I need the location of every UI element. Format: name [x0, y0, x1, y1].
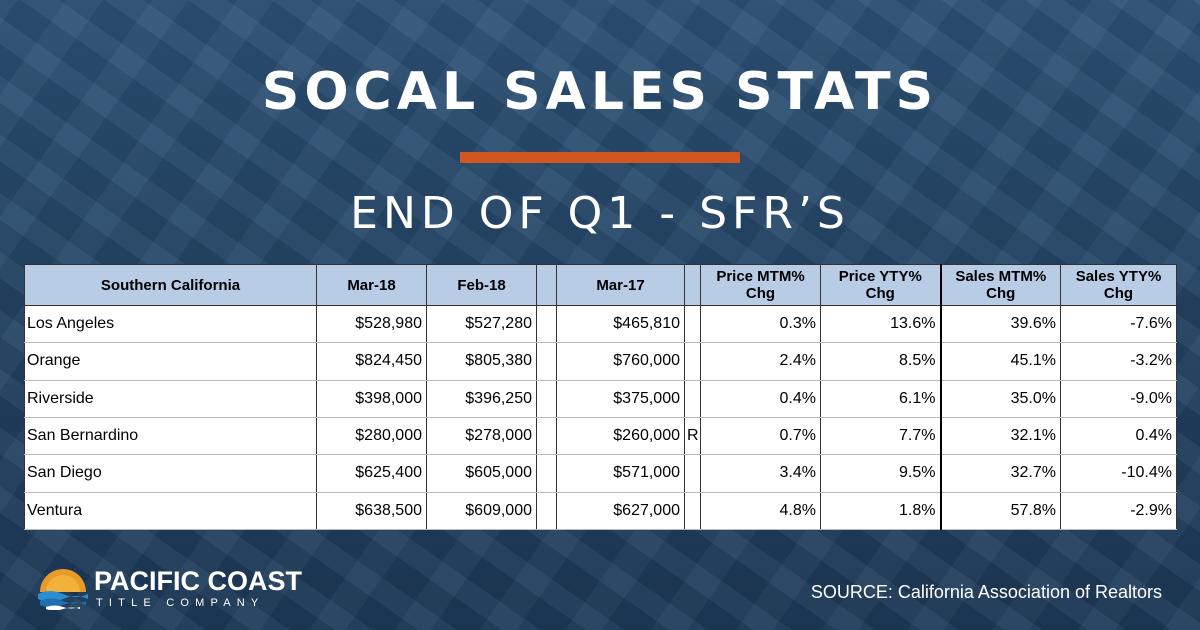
table-row: San Bernardino $280,000 $278,000 $260,00…	[24, 417, 1177, 456]
cell-sales-mtm: 32.1%	[940, 417, 1061, 456]
page-title: SOCAL SALES STATS	[261, 62, 939, 122]
cell-mar17: $627,000	[556, 492, 685, 531]
cell-feb18: $609,000	[426, 492, 537, 531]
cell-region: Orange	[24, 342, 317, 381]
cell-spacer	[536, 305, 557, 344]
cell-feb18: $396,250	[426, 380, 537, 418]
table-row: Riverside $398,000 $396,250 $375,000 0.4…	[24, 380, 1177, 418]
cell-flag	[684, 305, 701, 344]
cell-sales-yty: -3.2%	[1060, 342, 1177, 381]
cell-price-yty: 7.7%	[820, 417, 942, 456]
cell-sales-yty: -10.4%	[1060, 454, 1177, 493]
cell-price-mtm: 2.4%	[700, 342, 821, 381]
cell-region: Los Angeles	[24, 305, 317, 344]
table-row: Los Angeles $528,980 $527,280 $465,810 0…	[24, 305, 1177, 344]
cell-sales-yty: -7.6%	[1060, 305, 1177, 344]
cell-sales-yty: -2.9%	[1060, 492, 1177, 531]
cell-price-yty: 8.5%	[820, 342, 942, 381]
header-feb18: Feb-18	[426, 264, 537, 306]
logo-wordmark: PACIFIC COAST	[94, 566, 302, 596]
cell-price-yty: 9.5%	[820, 454, 942, 493]
cell-mar17: $465,810	[556, 305, 685, 344]
cell-flag	[684, 380, 701, 418]
header-price-mtm: Price MTM% Chg	[700, 264, 821, 306]
sales-stats-table: Southern California Mar-18 Feb-18 Mar-17…	[24, 264, 1177, 531]
table-row: Orange $824,450 $805,380 $760,000 2.4% 8…	[24, 342, 1177, 381]
cell-feb18: $278,000	[426, 417, 537, 456]
cell-region: San Diego	[24, 454, 317, 493]
cell-price-yty: 13.6%	[820, 305, 942, 344]
cell-mar18: $398,000	[316, 380, 427, 418]
cell-region: Ventura	[24, 492, 317, 531]
header-price-yty: Price YTY% Chg	[820, 264, 942, 306]
cell-feb18: $605,000	[426, 454, 537, 493]
cell-sales-yty: -9.0%	[1060, 380, 1177, 418]
header-spacer	[536, 264, 557, 306]
cell-sales-mtm: 57.8%	[940, 492, 1061, 531]
page-subtitle: END OF Q1 - SFR’S	[350, 188, 850, 239]
source-note: SOURCE: California Association of Realto…	[810, 582, 1162, 602]
cell-price-yty: 6.1%	[820, 380, 942, 418]
cell-spacer	[536, 492, 557, 531]
cell-price-mtm: 3.4%	[700, 454, 821, 493]
cell-sales-yty: 0.4%	[1060, 417, 1177, 456]
cell-mar17: $571,000	[556, 454, 685, 493]
cell-price-yty: 1.8%	[820, 492, 942, 531]
cell-region: San Bernardino	[24, 417, 317, 456]
cell-mar18: $638,500	[316, 492, 427, 531]
table-row: San Diego $625,400 $605,000 $571,000 3.4…	[24, 454, 1177, 493]
cell-price-mtm: 0.7%	[700, 417, 821, 456]
cell-flag	[684, 342, 701, 381]
cell-feb18: $805,380	[426, 342, 537, 381]
cell-mar18: $528,980	[316, 305, 427, 344]
table-row: Ventura $638,500 $609,000 $627,000 4.8% …	[24, 492, 1177, 531]
cell-spacer	[536, 342, 557, 381]
cell-price-mtm: 0.3%	[700, 305, 821, 344]
cell-mar18: $280,000	[316, 417, 427, 456]
header-flag	[684, 264, 701, 306]
company-logo: PACIFIC COAST TITLE COMPANY	[36, 566, 326, 612]
cell-flag	[684, 492, 701, 531]
cell-mar17: $375,000	[556, 380, 685, 418]
header-mar18: Mar-18	[316, 264, 427, 306]
cell-spacer	[536, 454, 557, 493]
header-sales-mtm: Sales MTM% Chg	[940, 264, 1061, 306]
logo-tagline: TITLE COMPANY	[96, 597, 265, 609]
cell-price-mtm: 0.4%	[700, 380, 821, 418]
cell-spacer	[536, 380, 557, 418]
cell-spacer	[536, 417, 557, 456]
cell-sales-mtm: 35.0%	[940, 380, 1061, 418]
header-region: Southern California	[24, 264, 317, 306]
cell-sales-mtm: 39.6%	[940, 305, 1061, 344]
cell-mar17: $260,000	[556, 417, 685, 456]
cell-sales-mtm: 32.7%	[940, 454, 1061, 493]
table-header-row: Southern California Mar-18 Feb-18 Mar-17…	[24, 264, 1177, 306]
cell-feb18: $527,280	[426, 305, 537, 344]
sunset-waves-icon	[38, 569, 88, 610]
cell-sales-mtm: 45.1%	[940, 342, 1061, 381]
header-mar17: Mar-17	[556, 264, 685, 306]
cell-mar17: $760,000	[556, 342, 685, 381]
cell-mar18: $824,450	[316, 342, 427, 381]
cell-price-mtm: 4.8%	[700, 492, 821, 531]
cell-flag	[684, 454, 701, 493]
cell-region: Riverside	[24, 380, 317, 418]
cell-flag: R	[684, 417, 701, 456]
cell-mar18: $625,400	[316, 454, 427, 493]
header-sales-yty: Sales YTY% Chg	[1060, 264, 1177, 306]
title-accent-bar	[460, 152, 740, 163]
